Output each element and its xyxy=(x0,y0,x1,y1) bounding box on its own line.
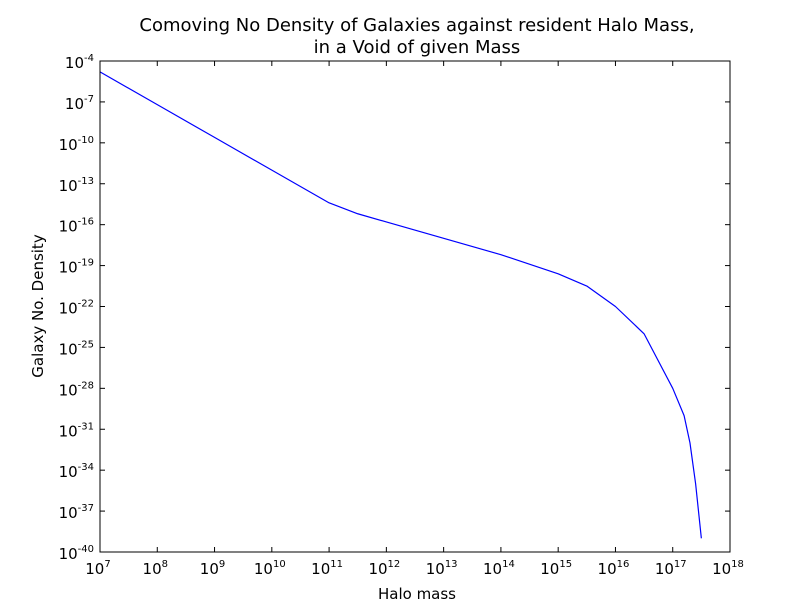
x-tick-label: 108 xyxy=(143,559,168,578)
y-tick-label: 10-25 xyxy=(59,339,94,358)
chart-title-line-2: in a Void of given Mass xyxy=(314,37,521,58)
x-tick-label: 1017 xyxy=(655,559,687,578)
x-tick-label: 1015 xyxy=(540,559,572,578)
x-tick-label: 107 xyxy=(85,559,110,578)
x-tick-label: 1013 xyxy=(426,559,458,578)
y-tick-label: 10-22 xyxy=(59,299,94,318)
y-tick-label: 10-37 xyxy=(59,503,94,522)
chart-title-line-1: Comoving No Density of Galaxies against … xyxy=(139,15,694,36)
plot-frame xyxy=(99,60,731,553)
x-axis-label: Halo mass xyxy=(378,585,456,603)
plot-area xyxy=(99,60,731,553)
x-tick-label: 109 xyxy=(200,559,225,578)
x-tick-label: 1012 xyxy=(368,559,400,578)
x-axis: 107 108 109 1010 1011 1012 1013 1014 1015 1016 101… xyxy=(85,61,744,578)
y-tick-label: 10-16 xyxy=(59,217,94,236)
y-tick-label: 10-4 xyxy=(65,53,94,72)
y-tick-label: 10-40 xyxy=(59,544,94,563)
x-tick-label: 1010 xyxy=(254,559,286,578)
y-tick-label: 10-31 xyxy=(59,421,94,440)
y-tick-label: 10-7 xyxy=(65,94,94,113)
y-tick-label: 10-13 xyxy=(59,176,94,195)
y-tick-label: 10-19 xyxy=(59,258,94,277)
y-tick-label: 10-34 xyxy=(59,462,94,481)
x-tick-label: 1014 xyxy=(483,559,515,578)
x-tick-label: 1011 xyxy=(311,559,343,578)
series-line xyxy=(99,71,702,539)
y-tick-label: 10-28 xyxy=(59,380,94,399)
x-tick-label: 1016 xyxy=(598,559,630,578)
y-axis: 10-4 10-7 10-10 10-13 10-16 10-19 10-22 10-25 10… xyxy=(59,53,730,563)
y-axis-label: Galaxy No. Density xyxy=(29,234,47,378)
y-tick-label: 10-10 xyxy=(59,135,94,154)
x-tick-label: 1018 xyxy=(712,559,744,578)
